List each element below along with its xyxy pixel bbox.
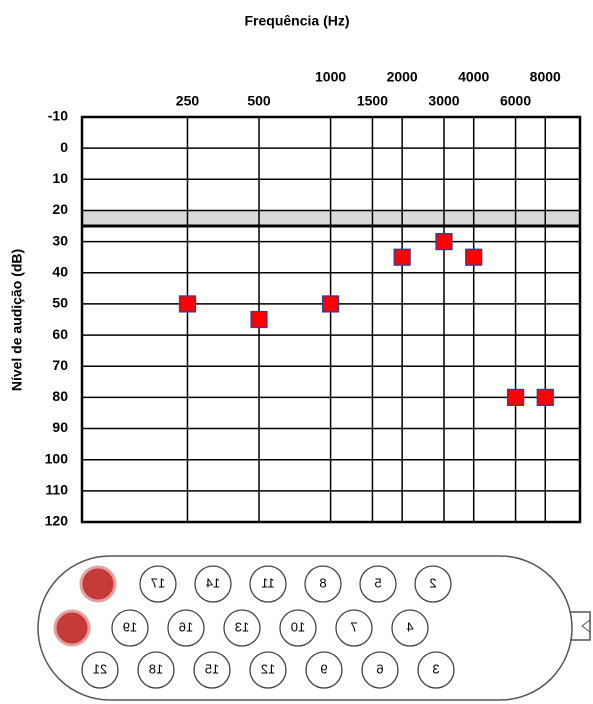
data-point	[436, 234, 452, 250]
electrode-label: 3	[432, 661, 439, 676]
electrode-label: 10	[291, 619, 305, 634]
y-tick-label: 70	[52, 357, 68, 373]
y-tick-label: 100	[45, 450, 69, 466]
y-tick-label: 90	[52, 419, 68, 435]
electrode-array: 17 14 11 8 5 2 19 16 13 10 7 4 21 18 15 12 9 6 3	[38, 556, 590, 700]
electrode-label: 13	[235, 619, 249, 634]
data-point	[323, 296, 339, 312]
electrode-label: 9	[320, 661, 327, 676]
data-point	[251, 312, 267, 328]
electrode-label: 7	[350, 619, 357, 634]
x-tick-label: 6000	[500, 93, 531, 109]
y-tick-label: 110	[45, 482, 68, 498]
active-electrode	[81, 567, 115, 601]
data-point	[179, 296, 195, 312]
electrode-label: 19	[123, 619, 137, 634]
x-tick-label: 8000	[530, 69, 561, 85]
electrode-label: 21	[93, 661, 107, 676]
x-tick-label: 2000	[387, 69, 418, 85]
plot: -10 0 10 20 30 40 50 60 70 80 90 100 110 120 250 500 100…	[45, 69, 580, 529]
x-tick-label: 1500	[357, 93, 388, 109]
y-axis-label: Nível de audição (dB)	[9, 249, 25, 391]
electrode-label: 15	[205, 661, 219, 676]
electrode-label: 4	[406, 619, 413, 634]
y-tick-label: 120	[45, 513, 69, 529]
y-tick-label: 50	[52, 295, 68, 311]
data-point	[466, 249, 482, 265]
electrode-label: 17	[151, 575, 165, 590]
electrode-label: 2	[429, 575, 436, 590]
y-tick-label: 80	[52, 388, 68, 404]
electrode-label: 14	[206, 575, 220, 590]
connector	[570, 612, 590, 640]
data-point	[508, 389, 524, 405]
y-tick-label: 30	[52, 232, 68, 248]
data-point	[394, 249, 410, 265]
electrodes: 17 14 11 8 5 2 19 16 13 10 7 4 21 18 15 12 9 6 3	[82, 566, 454, 688]
chart-title: Frequência (Hz)	[244, 13, 349, 29]
data-point	[537, 389, 553, 405]
y-tick-label: 0	[60, 139, 68, 155]
y-tick-label: 40	[52, 263, 68, 279]
electrode-label: 6	[376, 661, 383, 676]
x-tick-label: 3000	[428, 93, 459, 109]
electrode-label: 11	[261, 575, 275, 590]
electrode-label: 16	[179, 619, 193, 634]
page: Frequência (Hz) Nível de audição (dB) -1…	[0, 0, 593, 704]
y-tick-label: 10	[52, 170, 68, 186]
electrode-label: 18	[149, 661, 163, 676]
x-tick-label: 1000	[315, 69, 346, 85]
y-tick-label: 60	[52, 326, 68, 342]
x-tick-label: 500	[247, 93, 271, 109]
x-tick-label: 250	[176, 93, 200, 109]
active-electrode	[55, 611, 89, 645]
x-tick-label: 4000	[458, 69, 489, 85]
connector-tip	[582, 620, 590, 632]
electrode-label: 5	[374, 575, 381, 590]
electrode-label: 8	[319, 575, 326, 590]
y-tick-label: 20	[52, 201, 68, 217]
y-tick-label: -10	[48, 108, 68, 124]
electrode-label: 12	[261, 661, 275, 676]
